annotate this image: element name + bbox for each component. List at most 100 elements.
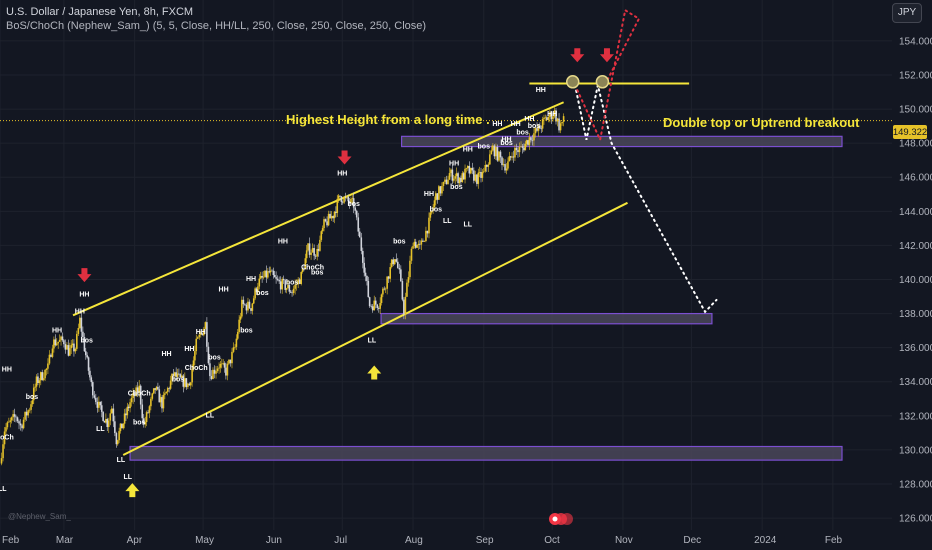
candle-body — [103, 421, 106, 423]
candle-body — [138, 385, 140, 393]
candle-body — [482, 171, 485, 173]
candle-body — [432, 207, 434, 211]
candle-body — [116, 440, 119, 445]
candle-body — [321, 228, 324, 232]
candle-body — [340, 196, 343, 202]
pivot-label: HH — [184, 346, 194, 353]
candle-body — [172, 373, 175, 377]
candle-body — [407, 277, 410, 283]
candle-body — [534, 128, 537, 134]
candle-body — [498, 151, 500, 161]
candle-body — [441, 185, 443, 194]
candle-body — [165, 391, 168, 394]
candle-body — [295, 284, 298, 285]
candle-body — [155, 386, 158, 390]
candle-body — [5, 427, 7, 432]
arrows — [77, 48, 614, 498]
candle-body — [187, 383, 189, 388]
pivot-label: bos — [528, 123, 541, 130]
candle-body — [12, 414, 14, 418]
time-axis[interactable]: Feb Mar Apr May Jun Jul Aug Sep Oct Nov Dec 2024 Feb — [2, 535, 843, 546]
candle-body — [133, 393, 136, 397]
candle-body — [135, 387, 137, 397]
y-tick-label: 142.000 — [899, 241, 932, 252]
candle-body — [448, 173, 451, 180]
candle-body — [83, 336, 86, 352]
pivot-label: bos — [393, 239, 406, 246]
candle-body — [51, 348, 54, 357]
candle-body — [370, 306, 372, 307]
candle-body — [216, 368, 219, 372]
candle-body — [368, 297, 371, 307]
candle-body — [204, 322, 207, 329]
price-axis[interactable]: 126.000 128.000 130.000 132.000 134.000 136.0… — [899, 36, 932, 524]
double-top-marker — [565, 75, 580, 89]
candle-body — [387, 276, 390, 279]
candle-body — [55, 343, 58, 346]
candle-body — [121, 423, 123, 429]
candle-body — [235, 338, 238, 347]
pivot-labels: HHChoChLLbosHHHHHHbosLLLLLLChoChbosHHbos… — [0, 87, 557, 493]
pivot-label: LL — [463, 222, 472, 229]
candle-body — [255, 288, 258, 293]
candle-body — [501, 157, 503, 166]
candle-body — [269, 270, 272, 273]
candle-body — [34, 386, 36, 388]
symbol-title[interactable]: U.S. Dollar / Japanese Yen, 8h, FXCM — [6, 6, 194, 18]
candle-body — [166, 388, 169, 392]
candle-body — [168, 388, 170, 389]
candle-body — [173, 372, 176, 377]
pivot-label: LL — [368, 338, 377, 345]
candle-body — [89, 370, 91, 378]
candle-body — [109, 413, 112, 421]
candle-body — [495, 147, 497, 157]
x-tick-label: Dec — [683, 535, 701, 546]
x-tick-label: Sep — [476, 535, 494, 546]
candle-body — [403, 299, 405, 315]
currency-button[interactable]: JPY — [892, 3, 922, 23]
candle-body — [13, 414, 16, 417]
candle-body — [10, 417, 13, 421]
candle-body — [487, 164, 490, 167]
candle-body — [413, 241, 416, 247]
candle-body — [278, 279, 280, 282]
candle-body — [228, 359, 230, 364]
candle-body — [25, 411, 28, 416]
candle-body — [294, 284, 296, 289]
candle-body — [54, 339, 57, 346]
candle-body — [333, 211, 336, 219]
candle-body — [492, 145, 494, 151]
candle-body — [478, 171, 481, 173]
candle-body — [489, 154, 491, 165]
arrow-down-icon — [337, 150, 352, 165]
candle-body — [547, 117, 550, 120]
candle-body — [207, 346, 210, 364]
candle-body — [32, 387, 35, 401]
pivot-label: HH — [524, 116, 534, 123]
candle-body — [96, 401, 99, 408]
y-tick-label: 126.000 — [899, 514, 932, 525]
candle-body — [329, 213, 331, 219]
indicator-legend[interactable]: BoS/ChoCh (Nephew_Sam_) (5, 5, Close, HH… — [6, 20, 427, 32]
candle-body — [284, 280, 287, 290]
candle-body — [330, 215, 333, 219]
candle-body — [502, 164, 505, 166]
zone-resistance-148 — [401, 135, 843, 148]
candle-body — [311, 248, 314, 253]
candle-body — [528, 137, 531, 145]
candle-body — [410, 248, 413, 261]
candle-body — [556, 118, 559, 122]
candle-body — [232, 347, 235, 352]
candle-body — [147, 412, 149, 413]
candle-body — [531, 140, 534, 141]
candle-body — [496, 147, 499, 161]
candle-body — [41, 372, 44, 380]
candle-body — [390, 259, 393, 268]
candle-body — [348, 201, 351, 204]
candle-body — [484, 165, 487, 172]
zones — [129, 135, 843, 461]
pivot-label: bos — [256, 290, 269, 297]
candle-body — [358, 231, 361, 238]
